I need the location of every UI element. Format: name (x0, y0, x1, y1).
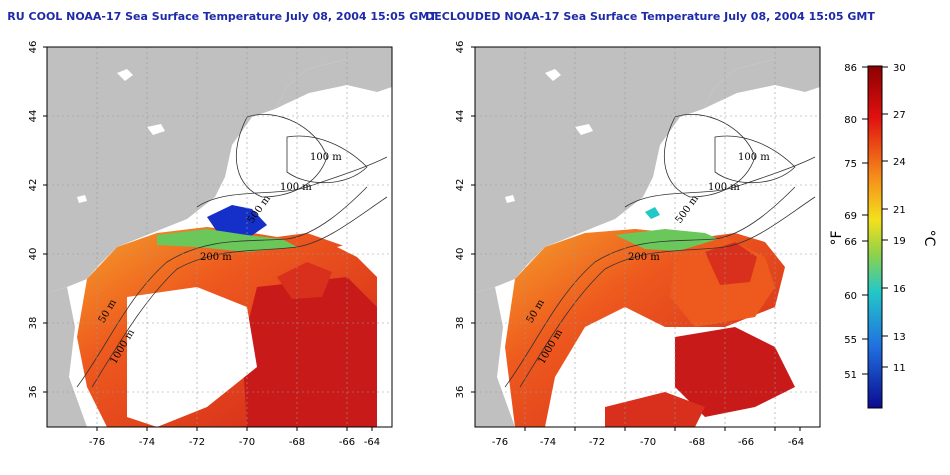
colorbar-fahrenheit-label: °F (829, 230, 845, 245)
right-y-axis (471, 46, 475, 393)
colorbar-c-tick: 16 (893, 284, 906, 295)
colorbar-ticks (862, 66, 888, 375)
colorbar-c-tick: 13 (893, 332, 906, 343)
left-x-tick: -70 (239, 437, 255, 448)
colorbar-c-tick: 24 (893, 157, 906, 168)
left-x-tick: -64 (364, 437, 380, 448)
colorbar-c-tick: 30 (893, 63, 906, 74)
right-map-frame (474, 46, 821, 428)
colorbar-f-tick: 86 (844, 63, 857, 74)
left-sst-gulfstream (242, 277, 377, 427)
left-y-axis (43, 46, 47, 393)
left-x-tick: -68 (289, 437, 305, 448)
right-contour-label: 200 m (628, 252, 660, 263)
left-cloud-gap-2 (337, 237, 392, 267)
left-x-tick: -76 (89, 437, 105, 448)
right-x-tick: -74 (540, 437, 556, 448)
right-x-tick: -66 (738, 437, 754, 448)
left-x-tick: -74 (139, 437, 155, 448)
colorbar-celsius-label: °C (921, 230, 937, 247)
left-y-tick: 46 (28, 41, 39, 54)
colorbar-f-tick: 66 (844, 237, 857, 248)
right-sst-gulfstream (675, 327, 795, 417)
right-contour-label: 100 m (738, 152, 770, 163)
left-y-tick: 36 (28, 386, 39, 399)
colorbar-c-tick: 21 (893, 205, 906, 216)
colorbar-c-tick: 27 (893, 110, 906, 121)
colorbar-f-tick: 75 (844, 159, 857, 170)
colorbar-c-tick: 11 (893, 363, 906, 374)
right-map-title: DECLOUDED NOAA-17 Sea Surface Temperatur… (425, 10, 875, 23)
right-x-tick: -64 (788, 437, 804, 448)
left-contour-label: 200 m (200, 252, 232, 263)
left-sst-cold-eddy (207, 205, 267, 239)
left-hot-core (277, 262, 332, 299)
colorbar-c-tick: 19 (893, 236, 906, 247)
right-x-axis (524, 427, 801, 431)
left-y-tick: 38 (28, 317, 39, 330)
right-y-tick: 46 (455, 41, 466, 54)
colorbar-f-tick: 55 (844, 335, 857, 346)
right-map-plot: 100 m 100 m 500 m 200 m 50 m 1000 m (475, 47, 820, 427)
left-cloud-gap (127, 287, 257, 427)
left-contour-label: 100 m (310, 152, 342, 163)
left-contour-label: 100 m (280, 182, 312, 193)
right-y-tick: 42 (455, 179, 466, 192)
right-sst-cold-patch (645, 207, 660, 219)
right-sst-south (605, 392, 705, 427)
colorbar (867, 65, 883, 409)
colorbar-f-tick: 60 (844, 291, 857, 302)
colorbar-f-tick: 69 (844, 211, 857, 222)
right-y-tick: 40 (455, 248, 466, 261)
left-map-plot: 100 m 100 m 500 m 200 m 50 m 1000 m (47, 47, 392, 427)
right-y-tick: 36 (455, 386, 466, 399)
left-x-tick: -66 (339, 437, 355, 448)
left-y-tick: 42 (28, 179, 39, 192)
right-contour-label: 100 m (708, 182, 740, 193)
right-x-tick: -72 (589, 437, 605, 448)
right-hot-core (705, 242, 757, 285)
left-y-tick: 44 (28, 110, 39, 123)
right-y-tick: 44 (455, 110, 466, 123)
colorbar-f-tick: 80 (844, 115, 857, 126)
right-x-tick: -76 (492, 437, 508, 448)
right-x-tick: -68 (689, 437, 705, 448)
right-y-tick: 38 (455, 317, 466, 330)
right-x-tick: -70 (640, 437, 656, 448)
left-map-title: RU COOL NOAA-17 Sea Surface Temperature … (7, 10, 437, 23)
left-map-frame (46, 46, 393, 428)
left-x-axis (96, 427, 373, 431)
left-x-tick: -72 (189, 437, 205, 448)
left-y-tick: 40 (28, 248, 39, 261)
colorbar-f-tick: 51 (844, 370, 857, 381)
left-sst-front (157, 229, 297, 252)
